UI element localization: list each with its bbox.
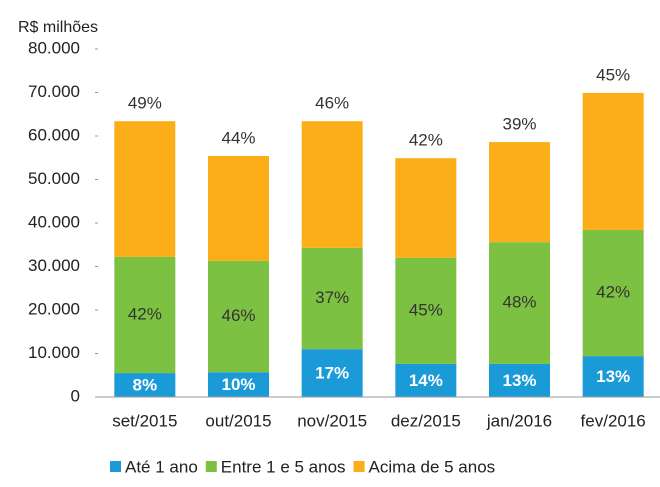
bar-segment — [114, 121, 176, 257]
data-label: 45% — [409, 300, 443, 319]
y-tick-label: 50.000 — [28, 169, 80, 188]
data-label: 46% — [315, 94, 349, 113]
y-axis-label: R$ milhões — [18, 19, 98, 36]
bar-segment — [114, 256, 176, 374]
data-label: 42% — [596, 283, 630, 302]
legend-swatch — [110, 461, 121, 472]
bar-segment — [582, 92, 644, 230]
data-label: 45% — [596, 65, 630, 84]
data-label: 39% — [502, 115, 536, 134]
x-tick-label: nov/2015 — [297, 411, 367, 430]
y-tick-label: 70.000 — [28, 82, 80, 101]
bar-segment — [301, 121, 363, 248]
data-label: 17% — [315, 364, 349, 383]
bar-segment — [489, 363, 550, 397]
legend-swatch — [353, 461, 365, 472]
x-tick-label: out/2015 — [205, 411, 271, 430]
y-tick-label: 40.000 — [28, 212, 80, 231]
bar-segment — [489, 142, 550, 243]
bar-segment — [208, 156, 269, 261]
bar-segment — [395, 158, 457, 258]
bar-segment — [114, 373, 176, 397]
data-label: 13% — [502, 371, 536, 390]
data-label: 42% — [409, 131, 443, 150]
bar-segment — [582, 229, 644, 357]
data-label: 14% — [409, 371, 443, 390]
bar-segment — [395, 363, 457, 397]
x-tick-label: jan/2016 — [486, 411, 552, 430]
bar-segment — [395, 257, 457, 364]
data-label: 8% — [133, 376, 158, 395]
bar-segment — [582, 356, 644, 397]
legend-swatch — [205, 461, 217, 472]
legend-label: Entre 1 e 5 anos — [221, 457, 346, 476]
x-tick-label: set/2015 — [112, 411, 177, 430]
x-tick-label: dez/2015 — [391, 411, 461, 430]
data-label: 49% — [128, 94, 162, 113]
bar-segment — [208, 372, 269, 397]
data-label: 37% — [315, 288, 349, 307]
data-label: 10% — [221, 375, 255, 394]
bar-segment — [489, 242, 550, 364]
x-tick-label: fev/2016 — [581, 411, 646, 430]
data-label: 42% — [128, 304, 162, 323]
y-tick-label: 30.000 — [28, 256, 80, 275]
y-tick-label: 20.000 — [28, 299, 80, 318]
y-tick-label: 0 — [71, 386, 80, 405]
data-label: 46% — [221, 306, 255, 325]
bar-segment — [301, 247, 363, 350]
y-tick-label: 60.000 — [28, 125, 80, 144]
legend-label: Até 1 ano — [125, 457, 198, 476]
legend-label: Acima de 5 anos — [369, 457, 496, 476]
bar-segment — [208, 260, 269, 373]
data-label: 13% — [596, 367, 630, 386]
data-label: 48% — [502, 293, 536, 312]
y-tick-label: 80.000 — [28, 38, 80, 57]
y-tick-label: 10.000 — [28, 343, 80, 362]
bar-segment — [301, 349, 363, 397]
data-label: 44% — [221, 128, 255, 147]
